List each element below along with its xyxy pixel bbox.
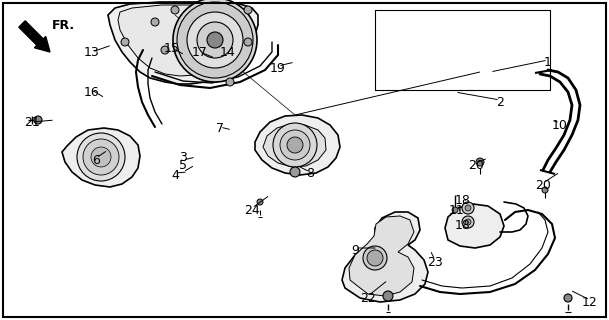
Polygon shape (108, 2, 258, 84)
Polygon shape (349, 216, 414, 296)
Polygon shape (263, 124, 326, 167)
Circle shape (244, 6, 252, 14)
Text: FR.: FR. (52, 19, 75, 31)
Circle shape (462, 202, 474, 214)
Text: 20: 20 (468, 158, 484, 172)
Circle shape (476, 158, 484, 166)
Polygon shape (255, 115, 340, 175)
Text: 10: 10 (552, 118, 568, 132)
Text: 17: 17 (192, 45, 208, 59)
Text: 14: 14 (220, 45, 236, 59)
Text: 16: 16 (84, 85, 100, 99)
Circle shape (151, 18, 159, 26)
Text: 19: 19 (270, 61, 286, 75)
Circle shape (542, 187, 548, 193)
Circle shape (226, 78, 234, 86)
Polygon shape (445, 204, 504, 248)
Circle shape (290, 167, 300, 177)
Text: 2: 2 (496, 95, 504, 108)
Circle shape (177, 2, 253, 78)
Circle shape (197, 22, 233, 58)
Polygon shape (342, 212, 428, 302)
Text: 20: 20 (535, 179, 551, 191)
Text: 8: 8 (306, 166, 314, 180)
Text: 6: 6 (92, 154, 100, 166)
Text: 24: 24 (244, 204, 260, 217)
Text: 9: 9 (351, 244, 359, 257)
Text: 3: 3 (179, 150, 187, 164)
Text: 1: 1 (544, 55, 552, 68)
Circle shape (77, 133, 125, 181)
Circle shape (273, 123, 317, 167)
Circle shape (187, 12, 243, 68)
Circle shape (452, 207, 458, 213)
Text: 15: 15 (164, 42, 180, 54)
Text: 11: 11 (449, 204, 465, 217)
Circle shape (121, 38, 129, 46)
Text: 23: 23 (427, 255, 443, 268)
Polygon shape (118, 5, 244, 76)
Circle shape (462, 216, 474, 228)
Text: 7: 7 (216, 122, 224, 134)
Text: 18: 18 (455, 219, 471, 231)
Circle shape (257, 199, 263, 205)
Text: 5: 5 (179, 158, 187, 172)
Text: 21: 21 (24, 116, 40, 129)
Circle shape (173, 0, 257, 82)
Circle shape (465, 205, 471, 211)
Circle shape (207, 32, 223, 48)
Circle shape (383, 291, 393, 301)
Circle shape (34, 116, 42, 124)
Circle shape (363, 246, 387, 270)
Circle shape (83, 139, 119, 175)
Circle shape (287, 137, 303, 153)
Text: 12: 12 (582, 295, 598, 308)
Text: 18: 18 (455, 194, 471, 206)
Text: 22: 22 (360, 292, 376, 305)
Circle shape (465, 219, 471, 225)
Circle shape (367, 250, 383, 266)
Circle shape (171, 6, 179, 14)
Polygon shape (62, 128, 140, 187)
Text: 4: 4 (171, 169, 179, 181)
Text: 13: 13 (84, 45, 100, 59)
Circle shape (91, 147, 111, 167)
FancyArrow shape (19, 21, 50, 52)
Circle shape (564, 294, 572, 302)
Circle shape (244, 38, 252, 46)
Circle shape (161, 46, 169, 54)
Circle shape (280, 130, 310, 160)
